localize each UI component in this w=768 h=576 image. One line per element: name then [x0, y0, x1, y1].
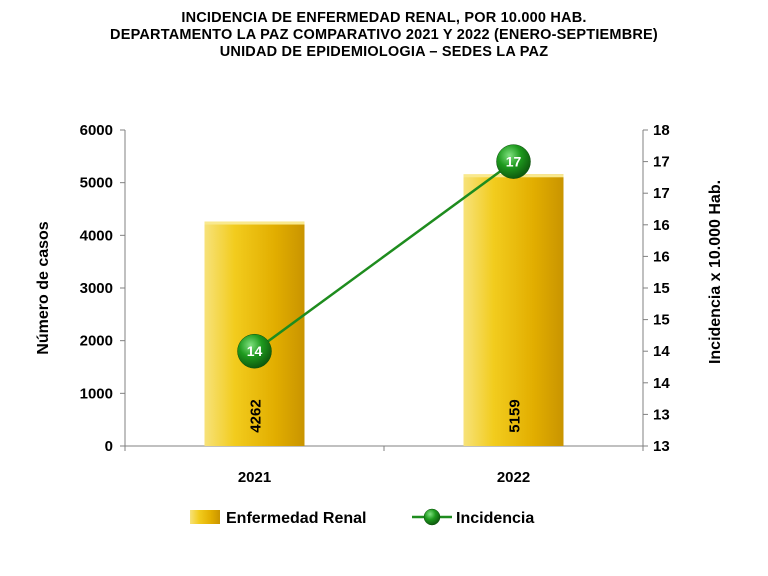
- incidence-line: [253, 160, 515, 353]
- right-tick-label: 16: [653, 248, 670, 265]
- left-tick-label: 5000: [80, 175, 113, 192]
- left-tick-label: 6000: [80, 122, 113, 139]
- title-line-2: DEPARTAMENTO LA PAZ COMPARATIVO 2021 Y 2…: [110, 27, 658, 43]
- title-line-3: UNIDAD DE EPIDEMIOLOGIA – SEDES LA PAZ: [219, 44, 549, 60]
- right-tick-label: 18: [653, 122, 670, 139]
- right-tick-label: 15: [653, 312, 670, 329]
- legend-line-label: Incidencia: [456, 510, 534, 527]
- right-tick-label: 17: [653, 185, 670, 202]
- right-tick-label: 15: [653, 280, 670, 297]
- x-tick-label: 2022: [497, 469, 530, 486]
- left-tick-label: 0: [105, 438, 113, 455]
- incidence-marker: [496, 144, 531, 179]
- right-tick-label: 16: [653, 217, 670, 234]
- right-tick-label: 13: [653, 406, 670, 423]
- left-tick-label: 3000: [80, 280, 113, 297]
- right-tick-label: 17: [653, 154, 670, 171]
- legend-bar-swatch: [190, 510, 220, 524]
- bar-value-label: 5159: [507, 399, 524, 432]
- right-tick-label: 14: [653, 343, 670, 360]
- left-tick-label: 4000: [80, 227, 113, 244]
- bar-top-highlight: [204, 221, 305, 225]
- incidence-value-label: 17: [506, 154, 522, 170]
- y2-axis-title: Incidencia x 10.000 Hab.: [707, 180, 724, 364]
- y-axis-title: Número de casos: [35, 221, 52, 354]
- bar: [204, 221, 305, 446]
- title-line-1: INCIDENCIA DE ENFERMEDAD RENAL, POR 10.0…: [181, 10, 587, 26]
- bar: [463, 174, 564, 446]
- left-tick-label: 2000: [80, 333, 113, 350]
- x-tick-label: 2021: [238, 469, 271, 486]
- right-tick-label: 13: [653, 438, 670, 455]
- bar-value-label: 4262: [248, 399, 265, 432]
- right-tick-label: 14: [653, 375, 670, 392]
- left-tick-label: 1000: [80, 385, 113, 402]
- incidence-value-label: 14: [247, 343, 263, 359]
- legend-marker-swatch: [423, 508, 441, 526]
- incidence-marker: [237, 333, 272, 369]
- chart-title: INCIDENCIA DE ENFERMEDAD RENAL, POR 10.0…: [0, 10, 768, 61]
- legend-bar-label: Enfermedad Renal: [226, 510, 366, 527]
